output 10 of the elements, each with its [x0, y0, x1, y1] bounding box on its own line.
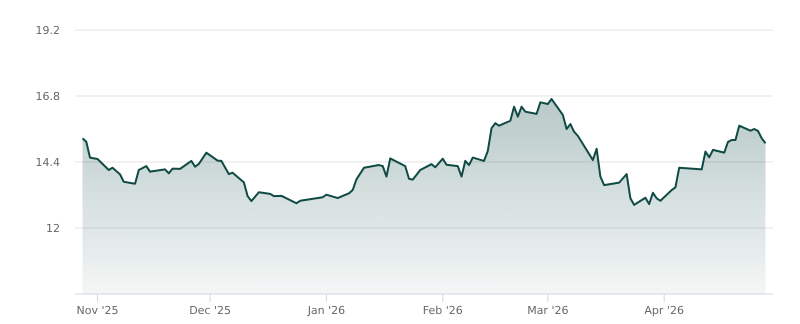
y-tick-label: 12: [46, 222, 60, 235]
x-tick-label: Nov '25: [76, 304, 119, 317]
x-tick-label: Mar '26: [527, 304, 568, 317]
y-tick-label: 19.2: [36, 24, 60, 37]
y-tick-label: 14.4: [36, 156, 60, 169]
x-tick-label: Feb '26: [422, 304, 463, 317]
y-tick-label: 16.8: [36, 90, 60, 103]
x-tick-label: Apr '26: [644, 304, 684, 317]
x-tick-label: Jan '26: [306, 304, 346, 317]
x-tick-label: Dec '25: [189, 304, 232, 317]
